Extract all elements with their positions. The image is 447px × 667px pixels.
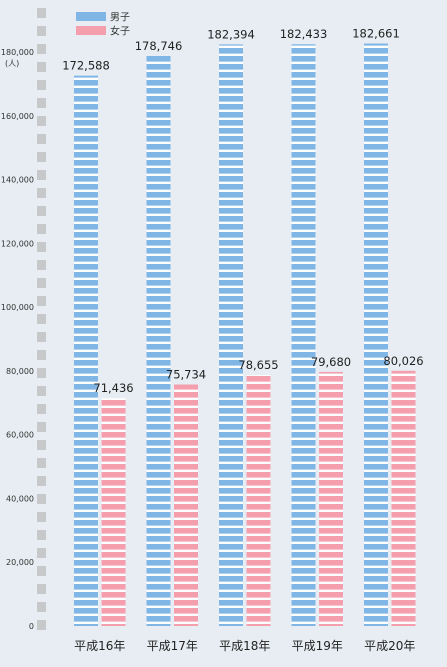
y-tick-label: 80,000 [6, 367, 34, 376]
x-tick-label: 平成16年 [74, 639, 125, 653]
y-axis-unit-label: (人) [5, 59, 19, 68]
bar-female [246, 375, 271, 626]
bar-female [319, 371, 343, 626]
bars [74, 43, 416, 627]
bar-male [74, 75, 98, 626]
y-tick-label: 140,000 [1, 176, 34, 185]
value-label-male: 182,661 [352, 27, 400, 41]
x-tick-label: 平成19年 [292, 639, 343, 653]
value-label-female: 79,680 [311, 355, 351, 369]
y-axis-strip [37, 8, 46, 630]
legend-swatch-male [76, 12, 106, 21]
y-tick-label: 60,000 [6, 431, 34, 440]
y-tick-label: 160,000 [1, 112, 34, 121]
y-tick-label: 20,000 [6, 558, 34, 567]
value-label-male: 178,746 [135, 39, 183, 53]
legend-label-male: 男子 [110, 12, 130, 24]
value-label-female: 71,436 [93, 381, 133, 395]
legend: 男子 女子 [76, 12, 130, 38]
y-axis-ticks: 0 20,000 40,000 60,000 80,000 100,000 120,000 1… [1, 48, 34, 631]
value-label-female: 80,026 [383, 354, 423, 368]
bar-female [174, 384, 198, 626]
bar-female [101, 398, 126, 626]
y-tick-label: 100,000 [1, 303, 34, 312]
legend-label-female: 女子 [110, 25, 130, 38]
bar-male [146, 55, 171, 627]
x-tick-label: 平成18年 [219, 639, 270, 653]
y-tick-label: 40,000 [6, 494, 34, 503]
bar-male [364, 43, 388, 627]
bar-male [219, 44, 243, 627]
y-tick-label: 0 [29, 622, 34, 631]
value-label-female: 75,734 [166, 367, 206, 381]
x-tick-label: 平成17年 [147, 639, 198, 653]
bar-female [391, 370, 416, 626]
value-label-female: 78,655 [238, 358, 278, 372]
value-label-male: 172,588 [62, 59, 110, 73]
value-label-male: 182,394 [207, 27, 255, 41]
y-tick-label: 120,000 [1, 239, 34, 248]
value-label-male: 182,433 [280, 27, 328, 41]
x-tick-label: 平成20年 [364, 639, 415, 653]
bar-male [291, 44, 316, 626]
x-axis-ticks: 平成16年 平成17年 平成18年 平成19年 平成20年 [74, 639, 415, 653]
y-tick-label: 180,000 [1, 48, 34, 57]
legend-swatch-female [76, 26, 106, 35]
value-labels: 172,588 71,436 178,746 75,734 182,394 78,655 1… [62, 27, 423, 396]
